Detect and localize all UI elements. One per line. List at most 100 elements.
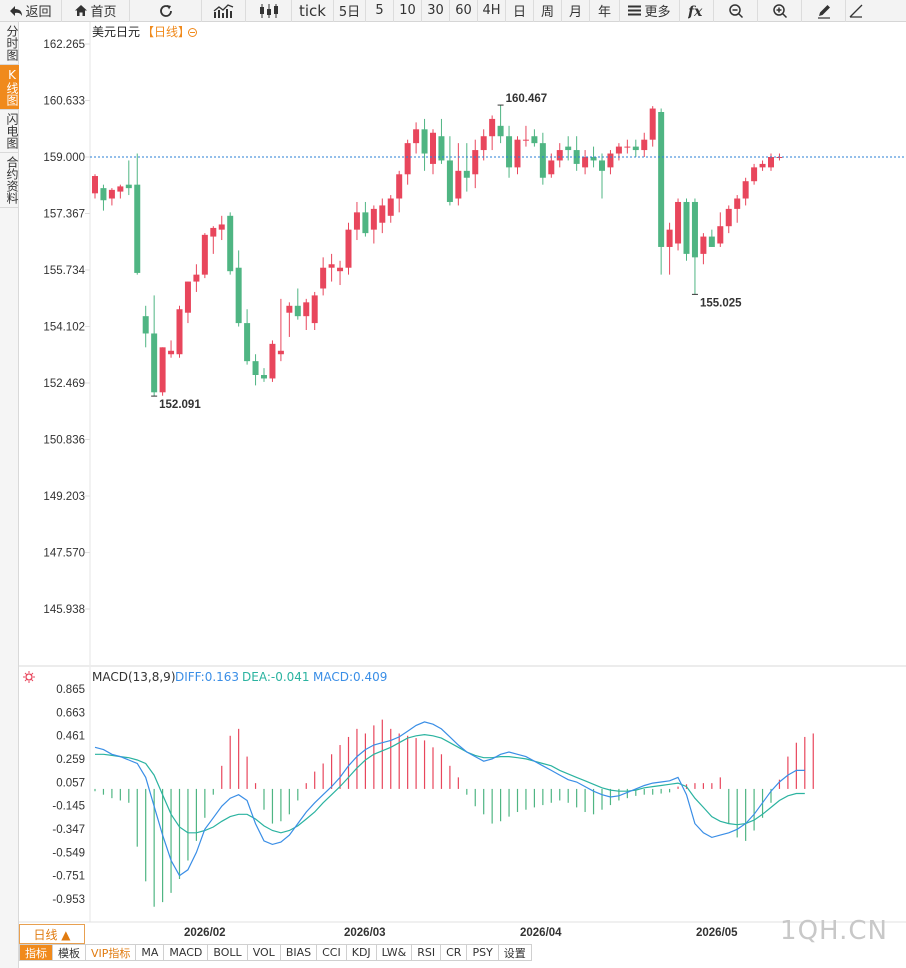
candle-body: [151, 333, 158, 393]
back-button[interactable]: 返回: [0, 0, 62, 22]
sidebar-tab-label: 分时图: [5, 25, 19, 61]
period-selector[interactable]: 日线 ▲: [19, 924, 85, 944]
macd-dea-value: DEA:-0.041: [242, 670, 310, 684]
candle-body: [142, 316, 149, 334]
candle-body: [413, 129, 420, 144]
indicator-tab-main[interactable]: 指标: [19, 944, 53, 961]
candle-style-button[interactable]: [246, 0, 292, 22]
indicator-tab-label: 设置: [503, 946, 526, 960]
candle-body: [227, 215, 234, 272]
candle-body: [184, 281, 191, 313]
sidebar-tab-label: 合约资料: [5, 156, 19, 204]
indicator-tab-template[interactable]: 模板: [53, 944, 86, 961]
period-5d[interactable]: 5日: [334, 0, 366, 22]
period-selector-label: 日线 ▲: [33, 927, 71, 942]
macd-tick-label: 0.057: [56, 777, 85, 789]
candle-body: [108, 189, 115, 199]
indicator-tab-vip[interactable]: VIP指标: [86, 944, 137, 961]
price-axis: 162.265 160.633 159.000 157.367 155.734 154.1…: [43, 39, 85, 616]
indicator-tab-label: 模板: [58, 946, 80, 960]
candle-body: [582, 156, 589, 168]
macd-tick-label: -0.549: [52, 847, 85, 859]
home-icon: [75, 5, 88, 16]
candle-body: [303, 302, 310, 317]
home-button[interactable]: 首页: [62, 0, 130, 22]
period-day[interactable]: 日: [506, 0, 534, 22]
candle-body: [387, 198, 394, 216]
candle-body: [176, 309, 183, 355]
indicator-tab-boll[interactable]: BOLL: [208, 944, 248, 961]
price-tick-label: 155.734: [43, 265, 85, 277]
candle-body: [286, 305, 293, 313]
indicator-tab-cci[interactable]: CCI: [317, 944, 347, 961]
period-4h-label: 4H: [482, 3, 501, 18]
period-month[interactable]: 月: [562, 0, 590, 22]
candle-body: [235, 267, 242, 324]
sidebar-tab-lightning[interactable]: 闪电图: [0, 110, 19, 153]
candle-body: [218, 224, 225, 230]
period-5m[interactable]: 5: [366, 0, 394, 22]
back-label: 返回: [25, 5, 52, 20]
zoom-in-button[interactable]: [758, 0, 802, 22]
macd-axis: 0.865 0.663 0.461 0.259 0.057 -0.145 -0.347 -0.…: [52, 684, 85, 906]
period-30m[interactable]: 30: [422, 0, 450, 22]
candle-body: [717, 226, 724, 244]
sidebar-tab-timeshare[interactable]: 分时图: [0, 22, 19, 65]
indicator-tab-bias[interactable]: BIAS: [280, 944, 318, 961]
candle-body: [725, 208, 732, 227]
sidebar-tab-kline[interactable]: K线图: [0, 65, 19, 110]
period-5d-label: 5日: [338, 5, 361, 20]
kline-chart[interactable]: 162.265 160.633 159.000 157.367 155.734 154.1…: [19, 22, 906, 944]
macd-settings-icon[interactable]: [23, 671, 35, 683]
indicator-tab-label: CR: [446, 946, 462, 959]
draw-button[interactable]: [802, 0, 846, 22]
candle-body: [675, 201, 682, 244]
indicator-tab-label: BIAS: [285, 946, 312, 959]
indicator-tab-macd[interactable]: MACD: [164, 944, 209, 961]
indicator-tab-ma[interactable]: MA: [136, 944, 165, 961]
candle-body: [337, 267, 344, 272]
period-4h[interactable]: 4H: [478, 0, 506, 22]
period-tick[interactable]: tick: [292, 0, 334, 22]
more-label: 更多: [644, 5, 671, 20]
price-tick-label: 147.570: [43, 548, 85, 560]
candle-body: [134, 184, 141, 273]
candle-body: [691, 201, 698, 258]
indicator-tab-vol[interactable]: VOL: [247, 944, 281, 961]
period-10m[interactable]: 10: [394, 0, 422, 22]
refresh-button[interactable]: [130, 0, 202, 22]
indicator-tab-kdj[interactable]: KDJ: [346, 944, 377, 961]
period-5m-label: 5: [375, 3, 384, 18]
chart-type-button[interactable]: [202, 0, 246, 22]
indicator-tab-lw[interactable]: LW&: [376, 944, 413, 961]
candle-body: [632, 146, 639, 151]
candle-body: [607, 153, 614, 168]
more-button[interactable]: 更多: [620, 0, 680, 22]
price-tick-label: 162.265: [43, 39, 85, 51]
period-year[interactable]: 年: [590, 0, 620, 22]
candle-body: [556, 150, 563, 161]
svg-text:fx: fx: [688, 4, 703, 19]
macd-tick-label: 0.461: [56, 731, 85, 743]
drawing-tools-button[interactable]: [846, 0, 866, 22]
indicator-tab-rsi[interactable]: RSI: [412, 944, 442, 961]
formula-button[interactable]: fx: [680, 0, 714, 22]
candle-body: [168, 350, 175, 355]
sidebar-tab-contract-info[interactable]: 合约资料: [0, 153, 19, 208]
period-tag: 【日线】: [142, 25, 190, 39]
candle-body: [565, 146, 572, 151]
zoom-circle-icon[interactable]: [188, 28, 197, 37]
candle-body: [573, 150, 580, 164]
indicator-tab-psy[interactable]: PSY: [467, 944, 499, 961]
price-grid: [85, 43, 90, 610]
indicator-tab-label: MA: [141, 946, 159, 959]
zoom-out-button[interactable]: [714, 0, 758, 22]
indicator-tab-cr[interactable]: CR: [441, 944, 468, 961]
indicator-tab-label: PSY: [472, 946, 493, 959]
indicator-tab-settings[interactable]: 设置: [498, 944, 532, 961]
symbol-title: 美元日元: [92, 25, 140, 39]
price-panel: 162.265 160.633 159.000 157.367 155.734 154.1…: [43, 22, 906, 665]
period-week[interactable]: 周: [534, 0, 562, 22]
period-60m[interactable]: 60: [450, 0, 478, 22]
candle-body: [463, 170, 470, 178]
